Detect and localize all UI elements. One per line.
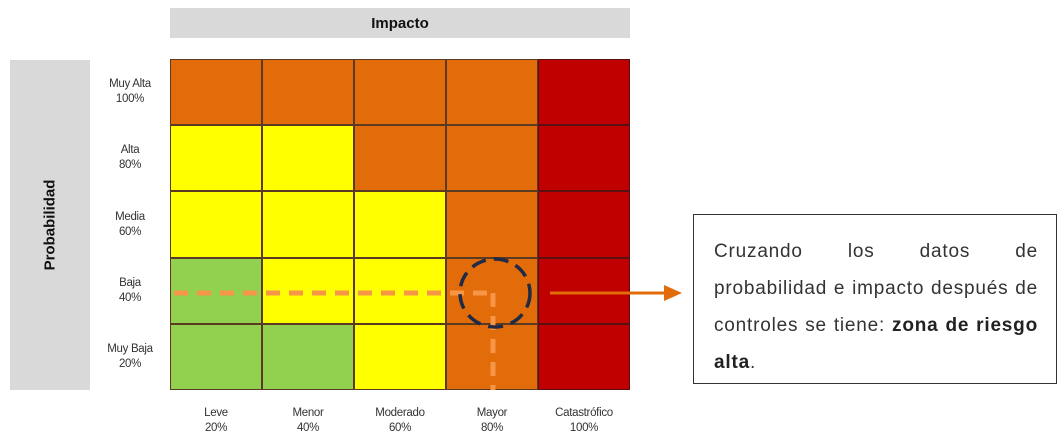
impact-label-name: Leve <box>204 407 228 419</box>
probability-label-value: 40% <box>118 291 142 304</box>
matrix-cell-green <box>170 323 262 390</box>
callout-arrow-head <box>664 285 682 301</box>
probability-label: Baja 40% <box>100 276 160 306</box>
matrix-cell-orange <box>446 125 538 192</box>
intersection-marker <box>458 257 532 329</box>
callout-end: . <box>749 352 757 373</box>
impact-label-value: 80% <box>480 422 504 434</box>
impact-label-value: 40% <box>296 422 320 434</box>
probability-label-value: 100% <box>115 93 145 106</box>
probability-label-value: 20% <box>118 357 142 370</box>
matrix-cell-orange <box>354 125 446 192</box>
matrix-cell-orange <box>354 59 446 126</box>
impact-label: Menor 40% <box>262 406 354 436</box>
impact-label: Mayor 80% <box>446 406 538 436</box>
impact-axis-title: Impacto <box>170 8 630 38</box>
matrix-cell-green <box>262 323 354 390</box>
matrix-cell-yellow <box>354 191 446 258</box>
matrix-cell-red <box>538 257 630 324</box>
impact-label-value: 100% <box>569 422 599 434</box>
matrix-cell-orange <box>446 59 538 126</box>
probability-label-value: 60% <box>118 225 142 238</box>
impact-label: Catastrófico 100% <box>538 406 630 436</box>
matrix-cell-red <box>538 323 630 390</box>
probability-label: Muy Baja 20% <box>100 342 160 372</box>
probability-label-name: Alta <box>120 144 140 157</box>
probability-label-name: Media <box>115 210 145 223</box>
impact-label-name: Moderado <box>375 407 425 419</box>
matrix-cell-orange <box>446 323 538 390</box>
matrix-cell-yellow <box>354 323 446 390</box>
impact-label-name: Catastrófico <box>555 407 613 419</box>
matrix-cell-red <box>538 125 630 192</box>
probability-label: Media 60% <box>100 210 160 240</box>
probability-label-value: 80% <box>118 159 142 172</box>
impact-label: Leve 20% <box>170 406 262 436</box>
matrix-cell-red <box>538 59 630 126</box>
matrix-cell-yellow <box>262 191 354 258</box>
conclusion-callout: Cruzando los datos de probabilidad e imp… <box>693 214 1057 384</box>
callout-highlight: zona de riesgo alta <box>714 315 1038 373</box>
impact-label-value: 60% <box>388 422 412 434</box>
probability-label: Alta 80% <box>100 143 160 173</box>
callout-text: Cruzando los datos de probabilidad e imp… <box>714 241 1038 336</box>
probability-label-name: Muy Baja <box>107 342 153 355</box>
impact-axis-title-text: Impacto <box>371 14 429 32</box>
matrix-cell-orange <box>446 191 538 258</box>
probability-axis-title: Probabilidad <box>10 60 90 390</box>
matrix-cell-orange <box>170 59 262 126</box>
impact-label-value: 20% <box>204 422 228 434</box>
matrix-cell-yellow <box>262 125 354 192</box>
impact-label: Moderado 60% <box>354 406 446 436</box>
probability-label: Muy Alta 100% <box>100 77 160 107</box>
impact-label-name: Mayor <box>476 407 508 419</box>
probability-label-name: Baja <box>119 276 141 289</box>
matrix-cell-yellow <box>170 191 262 258</box>
matrix-cell-red <box>538 191 630 258</box>
matrix-cell-yellow <box>170 125 262 192</box>
impact-label-name: Menor <box>292 407 324 419</box>
matrix-cell-orange <box>262 59 354 126</box>
probability-label-name: Muy Alta <box>109 78 151 91</box>
